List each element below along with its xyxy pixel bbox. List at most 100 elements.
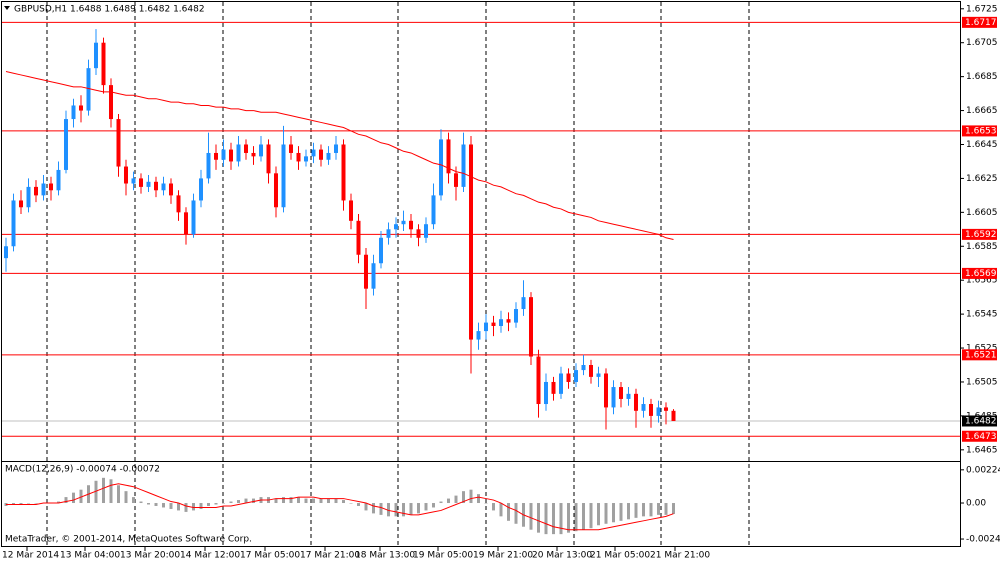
- macd-bar: [207, 503, 210, 506]
- macd-bar: [582, 503, 585, 530]
- macd-bar: [229, 501, 233, 504]
- macd-bar: [64, 497, 68, 504]
- menu-arrow[interactable]: [4, 6, 10, 10]
- y-tick-label: 1.6465: [966, 445, 998, 455]
- macd-bar: [612, 503, 615, 523]
- candle-body: [581, 365, 586, 371]
- candle-body: [574, 370, 578, 382]
- macd-bar: [57, 501, 60, 504]
- candle-body: [484, 322, 488, 332]
- x-tick-label: 14 Mar 12:00: [180, 551, 240, 561]
- candle-body: [506, 319, 511, 323]
- candle-body: [49, 183, 53, 191]
- x-tick-label: 13 Mar 20:00: [120, 551, 180, 561]
- candle-body: [259, 144, 263, 157]
- level-tag: [962, 349, 997, 361]
- level-tag: [962, 228, 997, 240]
- candle-body: [139, 178, 143, 187]
- candle-body: [589, 365, 593, 377]
- y-tick-label: 1.6685: [966, 72, 998, 82]
- macd-bar: [544, 503, 548, 535]
- level-tag: [962, 267, 997, 279]
- candle-body: [56, 169, 61, 191]
- candle-body: [394, 224, 398, 230]
- candle-body: [319, 149, 323, 160]
- y-tick-label: 1.6585: [966, 242, 998, 252]
- macd-bar: [214, 503, 218, 505]
- candle-body: [439, 139, 443, 196]
- macd-label: MACD(12,26,9) -0.00074 -0.00072: [5, 465, 160, 475]
- candle-body: [146, 181, 151, 187]
- macd-bar: [117, 485, 120, 504]
- y-tick-label: 1.6545: [966, 310, 998, 320]
- macd-bar: [432, 503, 435, 508]
- candle-body: [161, 183, 166, 191]
- candle-body: [154, 181, 158, 191]
- y-tick-label: 1.6665: [966, 106, 998, 116]
- macd-bar: [597, 503, 600, 526]
- macd-bar: [297, 497, 300, 504]
- macd-tick-label: 0.00: [966, 499, 986, 509]
- macd-bar: [409, 503, 413, 515]
- macd-tick-label: 0.00224: [966, 465, 1000, 475]
- macd-bar: [184, 503, 188, 512]
- candle-body: [664, 407, 668, 411]
- candle-body: [409, 220, 413, 230]
- x-tick-label: 13 Mar 04:00: [60, 551, 120, 561]
- candle-body: [191, 200, 196, 235]
- macd-bar: [34, 503, 38, 504]
- macd-bar: [507, 503, 510, 521]
- candle-body: [41, 183, 46, 196]
- macd-bar: [334, 498, 338, 504]
- level-tag-label: 1.6569: [965, 269, 997, 279]
- x-tick-label: 17 Mar 05:00: [240, 551, 300, 561]
- candle-body: [229, 149, 233, 162]
- x-tick-label: 20 Mar 13:00: [532, 551, 592, 561]
- macd-bar: [124, 491, 128, 504]
- macd-bar: [627, 503, 630, 520]
- candle-body: [386, 229, 391, 238]
- macd-bar: [199, 503, 203, 509]
- x-tick-label: 21 Mar 21:00: [650, 551, 710, 561]
- candle-body: [619, 387, 623, 399]
- candle-body: [116, 119, 121, 167]
- candle-body: [514, 309, 518, 323]
- candle-body: [289, 144, 293, 153]
- candle-body: [431, 195, 436, 225]
- candle-body: [401, 220, 406, 225]
- candle-body: [364, 254, 368, 289]
- macd-bar: [109, 479, 113, 504]
- macd-bar: [132, 497, 135, 504]
- x-tick-label: 21 Mar 05:00: [590, 551, 650, 561]
- candle-body: [221, 149, 226, 160]
- macd-bar: [372, 503, 375, 514]
- macd-bar: [402, 503, 405, 517]
- x-tick-label: 18 Mar 13:00: [355, 551, 415, 561]
- y-tick-label: 1.6645: [966, 140, 998, 150]
- macd-bar: [604, 503, 608, 524]
- level-tag-label: 1.6521: [965, 350, 997, 360]
- candle-body: [656, 407, 661, 416]
- macd-bar: [19, 503, 23, 505]
- candle-body: [634, 393, 638, 411]
- candle-body: [499, 319, 503, 326]
- candle-body: [356, 220, 361, 255]
- macd-bar: [364, 503, 368, 511]
- candle-body: [101, 42, 106, 86]
- macd-bar: [424, 503, 428, 511]
- y-tick-label: 1.6625: [966, 174, 998, 184]
- candle-body: [19, 200, 23, 208]
- macd-bar: [102, 477, 105, 504]
- candle-body: [596, 373, 601, 377]
- candle-body: [326, 152, 331, 160]
- macd-bar: [342, 500, 345, 504]
- macd-bar: [417, 503, 420, 514]
- candle-body: [86, 68, 91, 111]
- candle-body: [334, 144, 338, 153]
- y-tick-label: 1.6525: [966, 344, 998, 354]
- macd-bar: [379, 503, 383, 515]
- candle-body: [454, 173, 458, 187]
- macd-bar: [349, 503, 353, 504]
